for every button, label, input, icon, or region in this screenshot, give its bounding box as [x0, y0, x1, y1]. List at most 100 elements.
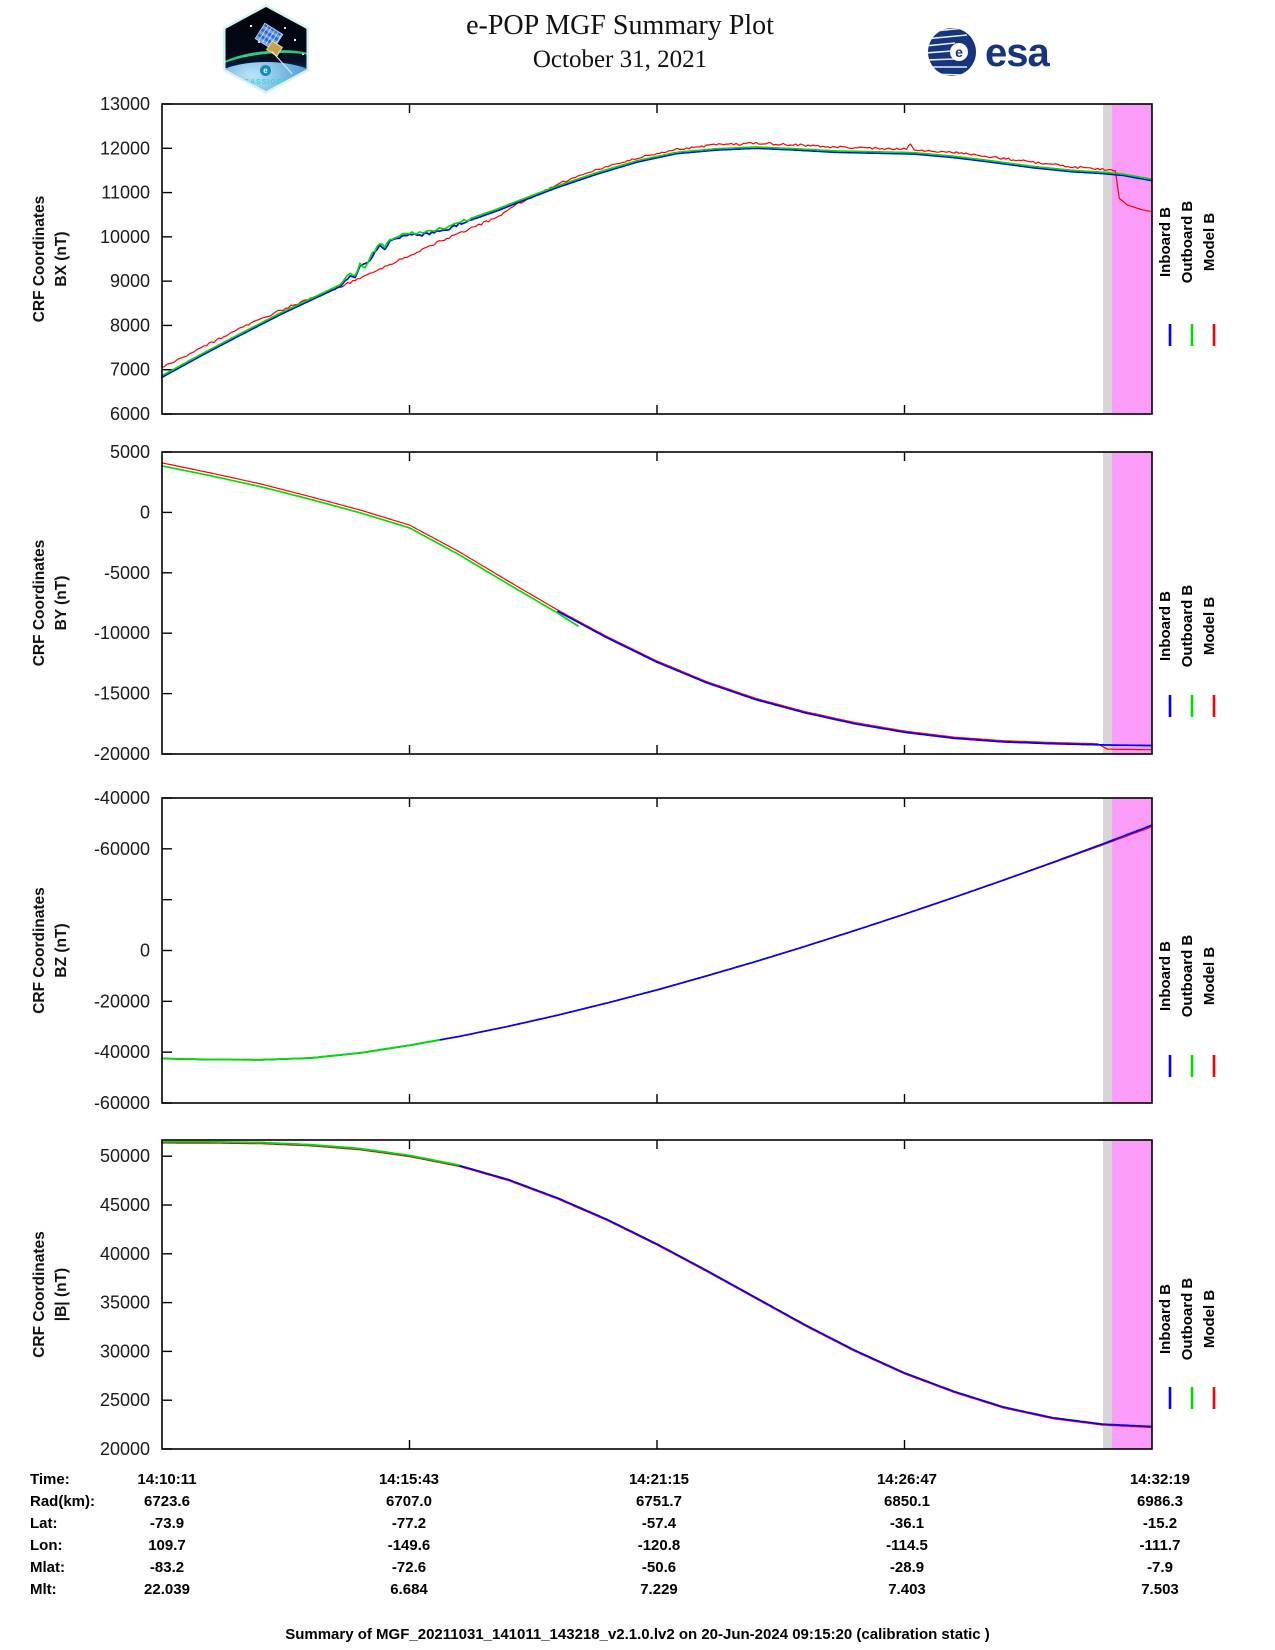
table-cell: -15.2 [1142, 1515, 1178, 1532]
table-cell: -77.2 [391, 1515, 427, 1532]
table-cell: 14:10:11 [137, 1471, 197, 1488]
y-tick-label: -5000 [104, 563, 150, 583]
panel-frame [161, 797, 1153, 1104]
legend-label-model-b: Model B [1201, 213, 1218, 271]
y-tick-label: 25000 [100, 1390, 150, 1410]
eclipse-band-magenta [1112, 798, 1152, 1103]
title-line2: October 31, 2021 [532, 46, 708, 73]
table-cell: -57.4 [641, 1515, 677, 1532]
y-tick-label: 20000 [100, 1439, 150, 1459]
legend-label-model-b: Model B [1201, 1290, 1218, 1348]
y-tick-label: 35000 [100, 1293, 150, 1313]
table-cell: -83.2 [149, 1559, 185, 1576]
y-tick-label: 0 [140, 941, 150, 961]
eclipse-band-magenta [1112, 104, 1152, 414]
svg-text:e: e [955, 44, 963, 60]
row-label-radkm: Rad(km): [30, 1493, 96, 1510]
table-cell: 7.503 [1141, 1581, 1179, 1598]
table-cell: 6707.0 [386, 1493, 432, 1510]
y-tick-label: 12000 [100, 138, 150, 158]
series-inboard-b [557, 610, 1153, 747]
legend-label-outboard-b: Outboard B [1179, 585, 1196, 668]
table-cell: 7.403 [888, 1581, 926, 1598]
series-model-b [161, 1142, 1153, 1429]
table-cell: -73.9 [149, 1515, 185, 1532]
table-cell: 14:32:19 [1129, 1471, 1191, 1488]
y-tick-label: -40000 [94, 788, 150, 808]
table-cell: 7.229 [640, 1581, 678, 1598]
y-tick-label: -20000 [94, 744, 150, 764]
calibration-band-gray [1102, 1140, 1113, 1449]
legend-label-outboard-b: Outboard B [1179, 1278, 1196, 1361]
legend-label-inboard-b: Inboard B [1157, 941, 1174, 1011]
legend-label-inboard-b: Inboard B [1157, 207, 1174, 277]
y-tick-label: 40000 [100, 1244, 150, 1264]
eclipse-band-magenta [1112, 452, 1152, 754]
calibration-band-gray [1102, 452, 1113, 754]
legend-label-inboard-b: Inboard B [1157, 1284, 1174, 1354]
y-tick-label: 11000 [101, 183, 150, 203]
row-label-mlat: Mlat: [30, 1559, 65, 1576]
y-tick-label: 8000 [110, 315, 150, 335]
table-cell: 22.039 [144, 1581, 190, 1598]
esa-logo-icon: e esa [928, 28, 1051, 76]
y-axis-label: CRF Coordinates [31, 196, 48, 323]
table-cell: -7.9 [1147, 1559, 1173, 1576]
table-cell: 6.684 [390, 1581, 428, 1598]
y-tick-label: 7000 [110, 360, 150, 380]
calibration-band-gray [1102, 104, 1113, 414]
legend-label-outboard-b: Outboard B [1179, 201, 1196, 284]
y-axis-label: CRF Coordinates [31, 1231, 48, 1358]
series-inboard-b [161, 147, 1153, 379]
y-axis-label: |B| (nT) [53, 1268, 70, 1321]
table-cell: 109.7 [148, 1537, 186, 1554]
page-title: e-POP MGF Summary Plot October 31, 2021 [310, 10, 930, 74]
legend-label-outboard-b: Outboard B [1179, 935, 1196, 1018]
table-cell: -72.6 [391, 1559, 427, 1576]
series-outboard-b [161, 1140, 460, 1167]
y-tick-label: -10000 [94, 623, 150, 643]
y-tick-label: -15000 [94, 684, 150, 704]
panel-frame [161, 1139, 1153, 1450]
y-tick-label: 45000 [100, 1195, 150, 1215]
y-tick-label: 50000 [100, 1146, 150, 1166]
summary-caption: Summary of MGF_20211031_141011_143218_v2… [285, 1626, 990, 1643]
series-inboard-b [161, 1141, 1153, 1428]
series-model-b [161, 462, 1153, 751]
y-tick-label: 9000 [110, 271, 150, 291]
y-tick-label: 0 [140, 502, 150, 522]
table-cell: -114.5 [886, 1537, 928, 1554]
table-cell: -50.6 [641, 1559, 677, 1576]
table-cell: 14:15:43 [378, 1471, 440, 1488]
table-cell: -111.7 [1139, 1537, 1181, 1554]
y-axis-label: BZ (nT) [53, 923, 70, 977]
legend-label-model-b: Model B [1201, 947, 1218, 1005]
series-model-b [161, 141, 1153, 368]
stars-decoration [250, 25, 252, 27]
row-label-lat: Lat: [30, 1515, 58, 1532]
y-axis-label: BX (nT) [53, 231, 70, 286]
table-cell: -149.6 [387, 1537, 431, 1554]
table-cell: 6986.3 [1137, 1493, 1183, 1510]
legend-label-model-b: Model B [1201, 597, 1218, 655]
series-model-b [161, 826, 1153, 1061]
table-cell: 6751.7 [636, 1493, 682, 1510]
y-axis-label: CRF Coordinates [31, 887, 48, 1014]
patch-label: CASSIOPE [243, 79, 289, 86]
eclipse-band-magenta [1112, 1140, 1152, 1449]
y-tick-label: -40000 [94, 1042, 150, 1062]
row-label-mlt: Mlt: [30, 1581, 57, 1598]
title-line1: e-POP MGF Summary Plot [466, 10, 774, 41]
series-outboard-b [161, 1039, 441, 1061]
patch-artwork: e CASSIOPE [225, 7, 307, 91]
table-cell: -120.8 [637, 1537, 681, 1554]
panel-frame [161, 451, 1153, 755]
table-cell: 6723.6 [144, 1493, 190, 1510]
y-tick-label: 30000 [100, 1341, 150, 1361]
cassiope-mission-patch-icon: e CASSIOPE [222, 4, 310, 94]
series-inboard-b [161, 824, 1153, 1061]
epop-emblem: e [260, 64, 271, 76]
row-label-lon: Lon: [30, 1537, 63, 1554]
